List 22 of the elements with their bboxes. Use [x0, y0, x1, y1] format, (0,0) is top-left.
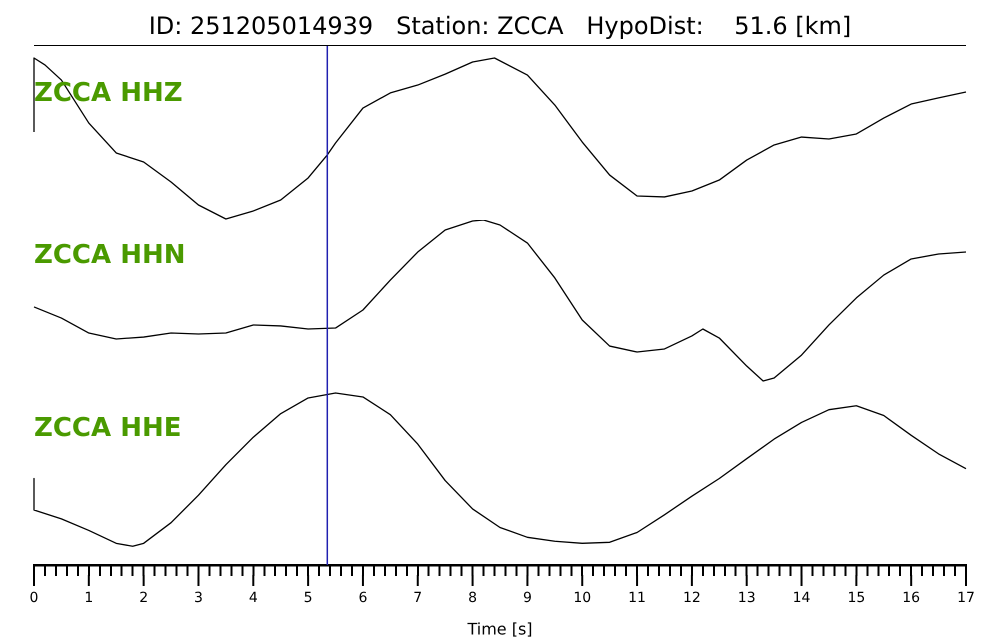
x-axis-title: Time [s] [466, 620, 533, 639]
x-tick-label: 15 [847, 590, 866, 606]
x-tick-label: 2 [139, 590, 148, 606]
x-tick-label: 0 [30, 590, 38, 606]
chart-title: ID: 251205014939 Station: ZCCA HypoDist: 51.6 [km] [34, 8, 966, 46]
x-tick-label: 6 [358, 590, 368, 606]
x-tick-label: 5 [304, 590, 313, 606]
x-tick-label: 7 [413, 590, 422, 606]
x-tick-label: 3 [194, 590, 203, 606]
x-tick-label: 13 [738, 590, 756, 606]
x-tick-label: 10 [573, 590, 592, 606]
x-tick-label: 11 [628, 590, 646, 606]
x-tick-label: 17 [957, 590, 975, 606]
x-tick-label: 1 [84, 590, 94, 606]
x-tick-label: 12 [682, 590, 701, 606]
x-tick-label: 9 [522, 590, 532, 606]
annotation: ZCCA HHE [34, 413, 182, 443]
x-tick-label: 14 [792, 590, 811, 606]
x-tick-label: 16 [902, 590, 920, 606]
x-tick-label: 8 [468, 590, 478, 606]
x-tick-label: 4 [248, 590, 258, 606]
annotation: ZCCA HHN [34, 240, 186, 270]
